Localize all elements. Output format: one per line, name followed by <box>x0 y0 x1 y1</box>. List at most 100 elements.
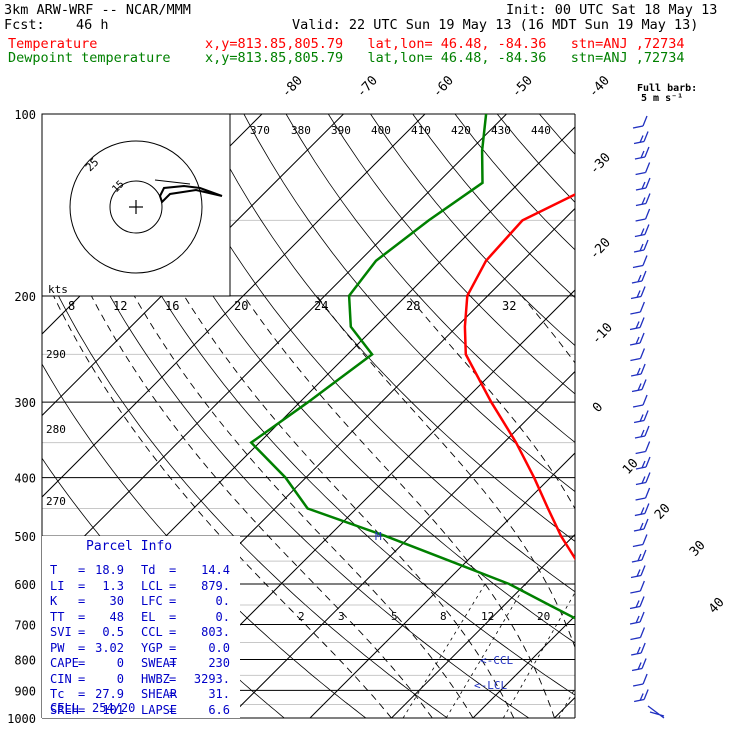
wind-barb <box>629 317 645 331</box>
parcel-label: T <box>50 563 58 577</box>
wind-barb <box>635 177 651 191</box>
wind-barb <box>631 270 647 284</box>
parcel-equals: = <box>78 563 86 577</box>
wind-barb-flag <box>642 394 648 406</box>
parcel-equals: = <box>169 671 177 686</box>
ccl-marker: <-CCL <box>480 654 514 667</box>
wind-barb-flag <box>641 658 647 669</box>
theta-label: 380 <box>291 124 311 137</box>
hodograph-speed-label: 28 <box>406 299 420 313</box>
wind-barb-shaft <box>633 698 645 703</box>
parcel-label: SHEAR <box>141 687 178 701</box>
wind-barb <box>629 611 645 625</box>
wind-barb-flag <box>640 565 646 576</box>
wind-barb-flag <box>644 487 651 499</box>
wind-barb-shaft <box>635 450 646 455</box>
isotherm-label: -80 <box>279 73 306 100</box>
dry-adiabat <box>201 114 575 542</box>
isotherm-label: -60 <box>430 73 457 100</box>
wind-barb <box>633 410 649 424</box>
theta-label: 440 <box>531 124 551 137</box>
parcel-value: 30 <box>109 594 124 608</box>
moist-adiabat <box>407 295 575 510</box>
wind-barb-shaft <box>632 264 644 269</box>
parcel-value: 101 <box>102 702 124 717</box>
isotherm-label: -30 <box>587 150 614 177</box>
wind-barb-flag <box>639 317 645 328</box>
wind-barb <box>635 162 651 176</box>
parcel-value: 0. <box>215 594 230 608</box>
wind-barb-flag <box>637 662 642 670</box>
wind-barb-flag <box>639 693 644 701</box>
wind-barb-flag <box>644 162 651 173</box>
wind-barb-shaft <box>633 249 645 253</box>
parcel-value: 1.3 <box>102 578 124 593</box>
parcel-label: K <box>50 594 58 608</box>
wind-barb <box>629 332 645 346</box>
dewpoint-profile <box>249 114 575 620</box>
wind-barb-flag <box>635 600 640 608</box>
dry-adiabat <box>285 114 575 443</box>
wind-barb-shaft <box>631 388 643 393</box>
wind-barb-flag <box>639 332 645 344</box>
parcel-equals: = <box>78 609 86 624</box>
parcel-equals: = <box>78 702 86 717</box>
theta-label: 370 <box>250 124 270 137</box>
parcel-equals: = <box>169 563 177 577</box>
isotherm <box>228 370 575 718</box>
wind-barb-flag <box>639 580 645 592</box>
pressure-label: 800 <box>14 653 36 667</box>
dry-adiabat <box>327 114 575 395</box>
wind-barb-flag <box>640 150 645 159</box>
theta-label: 390 <box>331 124 351 137</box>
moist-adiabat <box>521 295 575 364</box>
isotherm-label: -10 <box>589 320 616 347</box>
parcel-value: 48 <box>109 609 124 624</box>
parcel-equals: = <box>78 671 86 686</box>
cell-value: 254/20 <box>92 701 136 715</box>
wind-barb-flag <box>636 646 641 655</box>
parcel-equals: = <box>78 640 86 655</box>
wind-barb-flag <box>639 243 644 252</box>
wind-barb-flag <box>640 642 646 654</box>
wind-barb <box>630 348 646 362</box>
wind-barb-flag <box>639 301 645 313</box>
wind-barb <box>632 673 648 687</box>
parcel-value: 0 <box>116 656 124 670</box>
parcel-value: 0.0 <box>208 640 230 655</box>
wind-barb <box>632 255 648 269</box>
temperature-profile <box>463 193 575 561</box>
wind-barb-flag <box>636 569 641 577</box>
parcel-label: YGP <box>141 640 163 655</box>
wind-barb-shaft <box>631 652 642 656</box>
wind-barb-flag <box>639 596 645 607</box>
pressure-label: 600 <box>14 578 36 592</box>
pressure-label: 400 <box>14 472 36 486</box>
wind-barb-flag <box>642 534 648 545</box>
wind-barb <box>630 363 646 377</box>
wind-barb-flag <box>640 286 646 297</box>
wind-barb <box>630 301 645 315</box>
theta-label: 400 <box>371 124 391 137</box>
isotherm-label: 40 <box>706 595 728 617</box>
dewpoint-location-info: x,y=813.85,805.79 lat,lon= 46.48, -84.36… <box>205 50 685 66</box>
wind-barb-surface <box>647 705 665 719</box>
dry-adiabat <box>496 114 575 203</box>
hodograph-speed-label: 20 <box>234 299 248 313</box>
parcel-equals: = <box>169 687 177 701</box>
mixing-ratio-line <box>558 687 575 718</box>
wind-barb-flag <box>641 379 647 390</box>
wind-barb-shaft <box>630 311 641 315</box>
parcel-label: SVI <box>50 625 72 639</box>
isotherm-label: 0 <box>590 400 606 416</box>
mixing-ratio-label: 12 <box>481 610 494 623</box>
dewpoint-legend: Dewpoint temperature <box>8 50 171 66</box>
dry-adiabat <box>116 114 575 644</box>
wind-barb-shaft <box>633 140 645 145</box>
hodograph-storm-line <box>154 179 191 185</box>
temperature-legend: Temperature <box>8 36 98 52</box>
wind-barb-flag <box>640 363 646 375</box>
valid-time: Valid: 22 UTC Sun 19 May 13 (16 MDT Sun … <box>292 17 699 33</box>
